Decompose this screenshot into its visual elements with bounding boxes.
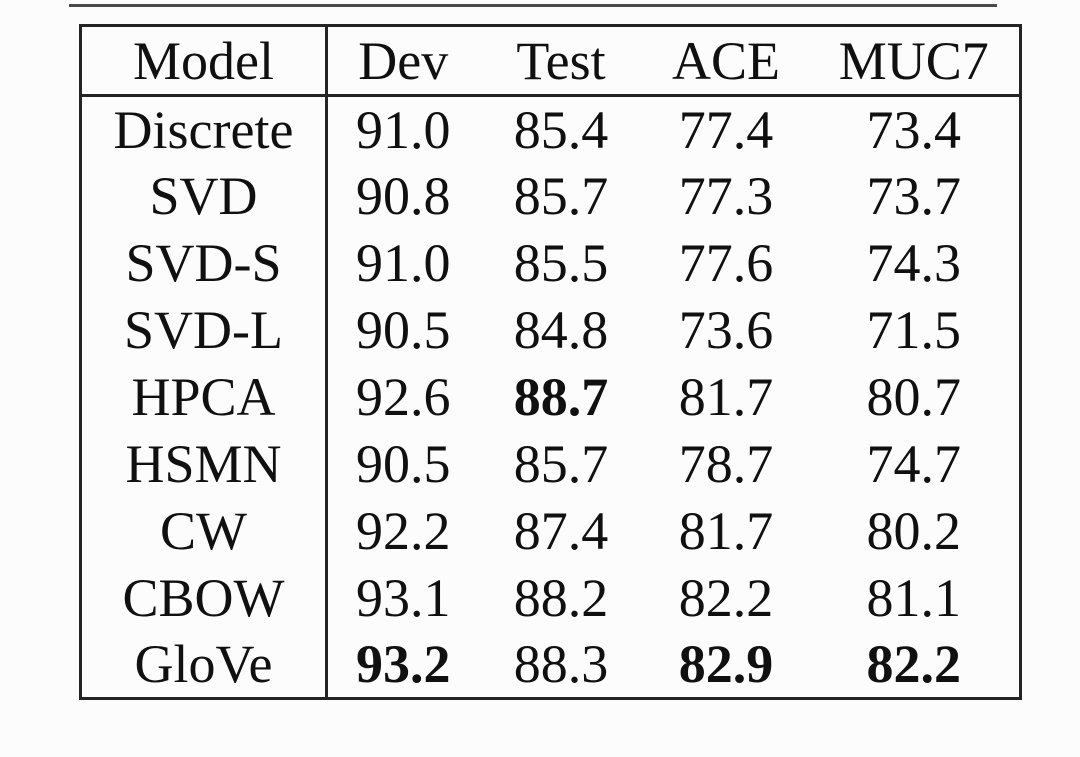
model-label: SVD-L: [80, 296, 328, 364]
score-cell: 74.7: [866, 434, 962, 494]
column-header-model: Model: [80, 25, 328, 96]
score-cell: 82.2: [678, 568, 774, 628]
score-cell: 81.7: [678, 501, 774, 561]
results-table: Model Dev Test ACE MUC7 Discrete 91.0 85.4…: [79, 24, 1022, 700]
score-cell: 92.2: [356, 501, 451, 561]
score-cell: 85.4: [513, 99, 609, 160]
score-cell: 74.3: [866, 233, 962, 293]
column-header-ace: ACE: [672, 30, 780, 91]
column-header-dev: Dev: [358, 30, 449, 91]
score-cell: 92.6: [356, 367, 451, 427]
score-cell: 85.7: [513, 166, 609, 226]
table-row: Discrete 91.0 85.4 77.4 73.4: [80, 95, 1021, 163]
model-label: CW: [80, 497, 328, 565]
score-cell: 90.5: [356, 300, 451, 360]
score-cell: 77.3: [678, 166, 774, 226]
table-body: Discrete 91.0 85.4 77.4 73.4 SVD 90.8 85.7 77.3 7…: [80, 95, 1021, 699]
score-cell: 80.2: [866, 501, 962, 561]
top-rule: [69, 4, 997, 7]
score-cell: 88.7: [513, 367, 609, 427]
model-label: HPCA: [80, 363, 328, 431]
score-cell: 81.1: [866, 568, 962, 628]
score-cell: 85.7: [513, 434, 609, 494]
score-cell: 73.4: [866, 99, 962, 160]
score-cell: 81.7: [678, 367, 774, 427]
model-label: CBOW: [80, 564, 328, 632]
score-cell: 93.1: [356, 568, 451, 628]
table-row: CW 92.2 87.4 81.7 80.2: [80, 497, 1021, 565]
score-cell: 90.8: [356, 166, 451, 226]
model-label: SVD-S: [80, 229, 328, 297]
column-header-muc7: MUC7: [838, 30, 989, 91]
score-cell: 93.2: [356, 634, 451, 695]
score-cell: 91.0: [356, 99, 451, 160]
table-row: HSMN 90.5 85.7 78.7 74.7: [80, 430, 1021, 498]
column-header-test: Test: [516, 30, 606, 91]
score-cell: 71.5: [866, 300, 962, 360]
model-label: GloVe: [80, 631, 328, 699]
table-row: SVD-S 91.0 85.5 77.6 74.3: [80, 229, 1021, 297]
score-cell: 80.7: [866, 367, 962, 427]
score-cell: 88.3: [513, 634, 609, 695]
model-label: SVD: [80, 162, 328, 230]
table-row: GloVe 93.2 88.3 82.9 82.2: [80, 631, 1021, 699]
model-label: Discrete: [80, 95, 328, 163]
score-cell: 77.4: [678, 99, 774, 160]
table-row: SVD 90.8 85.7 77.3 73.7: [80, 162, 1021, 230]
score-cell: 85.5: [513, 233, 609, 293]
score-cell: 87.4: [513, 501, 609, 561]
score-cell: 78.7: [678, 434, 774, 494]
table-row: HPCA 92.6 88.7 81.7 80.7: [80, 363, 1021, 431]
score-cell: 88.2: [513, 568, 609, 628]
table-row: SVD-L 90.5 84.8 73.6 71.5: [80, 296, 1021, 364]
score-cell: 82.2: [866, 634, 962, 695]
score-cell: 77.6: [678, 233, 774, 293]
header-row: Model Dev Test ACE MUC7: [80, 25, 1021, 96]
score-cell: 84.8: [513, 300, 609, 360]
score-cell: 91.0: [356, 233, 451, 293]
score-cell: 82.9: [678, 634, 774, 695]
score-cell: 73.6: [678, 300, 774, 360]
table-row: CBOW 93.1 88.2 82.2 81.1: [80, 564, 1021, 632]
score-cell: 90.5: [356, 434, 451, 494]
score-cell: 73.7: [866, 166, 962, 226]
model-label: HSMN: [80, 430, 328, 498]
